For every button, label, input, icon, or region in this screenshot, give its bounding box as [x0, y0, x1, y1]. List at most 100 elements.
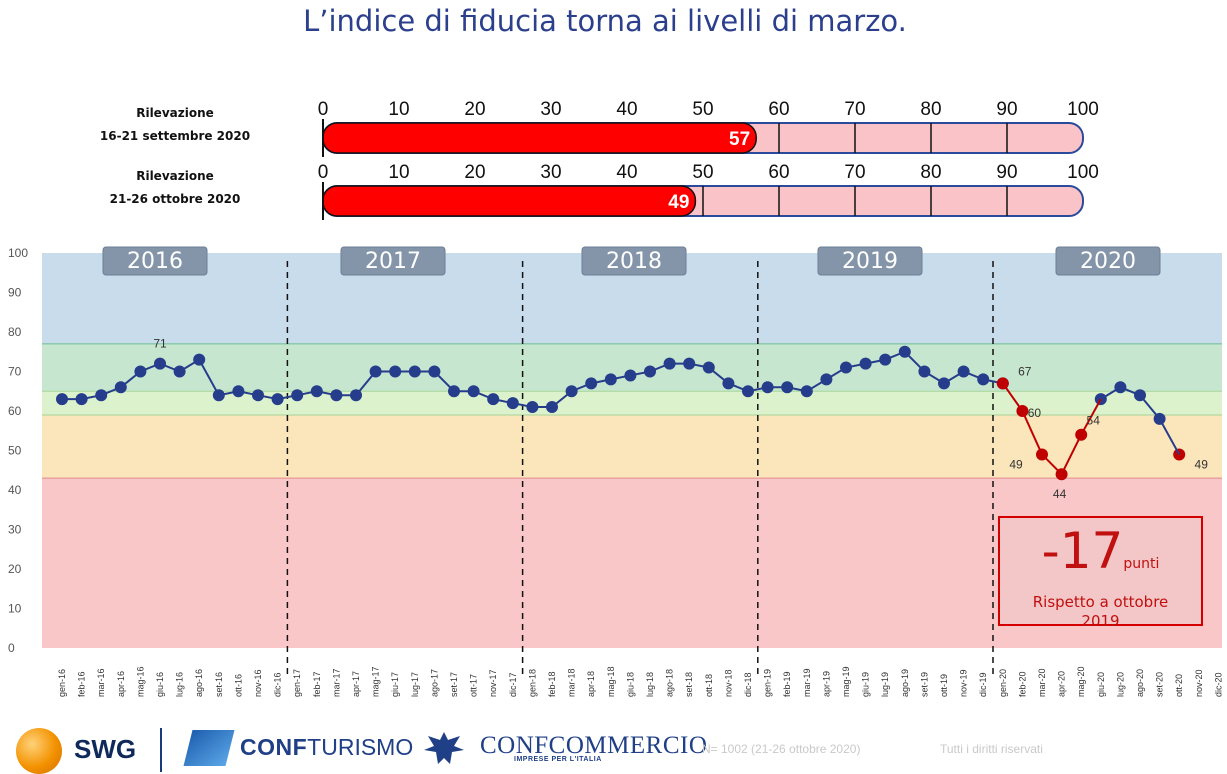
delta-value: -17punti — [1000, 522, 1201, 593]
y-tick-label: 20 — [8, 562, 22, 576]
x-tick-label: feb-18 — [547, 671, 557, 697]
x-tick-label: apr-19 — [821, 671, 831, 697]
data-point — [604, 373, 617, 386]
bar-tick-label: 60 — [768, 162, 789, 183]
series-line — [1080, 398, 1102, 436]
data-point — [1055, 468, 1068, 481]
data-point — [722, 377, 735, 390]
x-tick-label: nov-16 — [253, 669, 263, 697]
x-tick-label: set-16 — [214, 672, 224, 697]
bar-tick-label: 70 — [844, 99, 865, 120]
year-badge — [102, 246, 208, 276]
data-label: 71 — [153, 337, 167, 351]
x-tick-label: ago-16 — [194, 669, 204, 697]
x-tick-label: nov-19 — [959, 669, 969, 697]
delta-number: -17 — [1041, 522, 1124, 580]
data-point — [996, 377, 1009, 390]
x-tick-label: lug-17 — [410, 672, 420, 697]
series-line — [1100, 386, 1161, 420]
bar-tick-label: 90 — [996, 99, 1017, 120]
data-point — [448, 385, 460, 398]
data-point — [898, 345, 911, 358]
year-badge — [1055, 246, 1161, 276]
data-point — [1016, 405, 1029, 417]
data-point — [173, 365, 186, 378]
confidence-band — [42, 343, 1222, 392]
x-tick-label: gen-19 — [763, 669, 773, 697]
data-point — [585, 377, 598, 390]
data-point — [938, 377, 950, 390]
x-tick-label: gen-18 — [527, 669, 537, 697]
y-tick-label: 60 — [8, 404, 22, 418]
y-tick-label: 40 — [8, 483, 22, 497]
data-point — [644, 365, 656, 378]
data-label: 44 — [1053, 487, 1067, 501]
bar-tick-label: 0 — [318, 99, 329, 120]
x-tick-label: dic-19 — [978, 672, 988, 697]
delta-callout: -17punti Rispetto a ottobre 2019 — [998, 516, 1203, 630]
data-point — [1036, 448, 1048, 461]
x-tick-label: set-19 — [919, 672, 929, 697]
data-label: 67 — [1018, 364, 1032, 378]
data-point — [859, 357, 872, 370]
survey-bar-value: 57 — [729, 129, 750, 150]
x-tick-label: mar-20 — [1037, 668, 1047, 697]
x-tick-label: mar-19 — [802, 668, 812, 697]
data-point — [820, 373, 833, 386]
data-point — [663, 357, 676, 370]
x-tick-label: dic-18 — [743, 672, 753, 697]
data-point — [840, 361, 852, 374]
survey-label-2-line1: Rilevazione — [136, 169, 214, 183]
x-tick-label: apr-16 — [116, 671, 126, 697]
data-point — [977, 373, 990, 386]
bar-tick-label: 80 — [920, 162, 941, 183]
confturismo-logo-icon — [183, 730, 235, 766]
x-tick-label: mag-16 — [135, 666, 145, 697]
y-tick-label: 100 — [8, 246, 28, 260]
x-tick-label: mag-18 — [606, 666, 616, 697]
bar-tick-label: 10 — [388, 162, 409, 183]
x-tick-label: ott-19 — [939, 674, 949, 697]
data-point — [154, 357, 166, 370]
x-tick-label: set-17 — [449, 672, 459, 697]
data-point — [546, 401, 558, 414]
confturismo-bold: CONF — [240, 734, 308, 760]
y-tick-label: 80 — [8, 325, 22, 339]
y-tick-label: 10 — [8, 602, 22, 616]
data-point — [271, 393, 284, 406]
data-point — [487, 393, 500, 406]
x-tick-label: ott-20 — [1174, 674, 1184, 697]
data-point — [95, 389, 108, 402]
bar-tick-label: 40 — [616, 99, 637, 120]
year-badge — [817, 246, 923, 276]
delta-text-2: 2019 — [1081, 612, 1120, 630]
y-tick-label: 90 — [8, 286, 22, 300]
x-tick-label: ott-18 — [704, 674, 714, 697]
eagle-logo-icon — [424, 732, 464, 764]
x-tick-label: giu-16 — [155, 672, 165, 697]
x-tick-label: gen-17 — [292, 669, 302, 697]
x-tick-label: set-20 — [1155, 672, 1165, 697]
x-tick-label: gen-20 — [998, 669, 1008, 697]
x-tick-label: mar-18 — [567, 668, 577, 697]
data-point — [75, 393, 88, 406]
bar-tick-label: 50 — [692, 99, 713, 120]
data-point — [212, 389, 225, 402]
year-badge — [581, 246, 687, 276]
data-point — [428, 365, 441, 378]
survey-label-1-line1: Rilevazione — [136, 106, 214, 120]
sample-note: N= 1002 (21-26 ottobre 2020) — [702, 742, 861, 756]
y-tick-label: 50 — [8, 444, 22, 458]
survey-label-2-line2: 21-26 ottobre 2020 — [110, 192, 241, 206]
bar-tick-label: 50 — [692, 162, 713, 183]
year-badge-label: 2019 — [842, 249, 898, 274]
x-tick-label: feb-16 — [77, 671, 87, 697]
x-tick-label: ott-17 — [469, 674, 479, 697]
data-point — [56, 393, 68, 406]
data-point — [702, 361, 715, 374]
x-tick-label: mar-17 — [331, 668, 341, 697]
data-point — [408, 365, 421, 378]
x-tick-label: ago-18 — [665, 669, 675, 697]
x-tick-label: ago-17 — [429, 669, 439, 697]
data-label: 49 — [1009, 457, 1023, 471]
